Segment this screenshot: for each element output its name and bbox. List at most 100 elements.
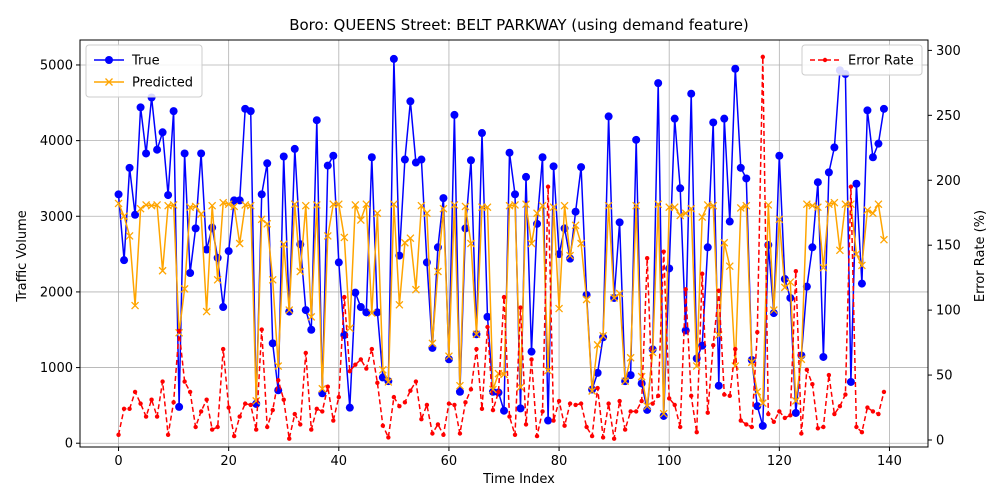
data-point-true (136, 103, 145, 112)
data-point-true (191, 224, 200, 233)
y-tick-label-right: 100 (936, 304, 961, 319)
data-point-true (351, 288, 360, 297)
x-tick-label: 140 (877, 454, 902, 469)
data-point-error-rate (298, 422, 303, 427)
data-point-true (500, 406, 508, 415)
data-point-error-rate (744, 422, 749, 427)
data-point-error-rate (187, 389, 193, 395)
data-point-true (643, 405, 652, 414)
data-point-true (808, 243, 817, 252)
data-point-predicted (169, 200, 178, 209)
data-point-error-rate (446, 401, 452, 406)
data-point-error-rate (700, 271, 705, 276)
data-point-error-rate (788, 413, 793, 418)
data-point-error-rate (402, 400, 408, 405)
data-point-predicted (676, 211, 685, 220)
data-point-error-rate (600, 435, 606, 440)
legend-marker-true (105, 56, 113, 64)
data-point-predicted (351, 200, 360, 209)
data-point-predicted (764, 200, 773, 209)
data-point-error-rate (584, 424, 589, 430)
data-point-error-rate (226, 405, 231, 410)
data-point-error-rate (865, 405, 870, 410)
data-point-predicted (472, 330, 481, 339)
data-point-predicted (213, 275, 222, 284)
data-point-error-rate (870, 409, 876, 414)
axes-layer: 0 20 40 60 80 100 120 140 0 1000 2000 3000 4000 5000 0… (40, 44, 961, 469)
data-point-true (114, 190, 123, 199)
data-point-error-rate (573, 402, 578, 408)
data-point-error-rate (804, 367, 810, 373)
data-point-error-rate (265, 424, 270, 430)
data-point-predicted (406, 234, 415, 243)
plot-frame (79, 39, 929, 448)
data-point-error-rate (325, 384, 330, 389)
data-point-error-rate (766, 411, 771, 417)
data-point-error-rate (149, 397, 154, 402)
data-point-error-rate (116, 432, 121, 437)
data-point-error-rate (611, 436, 617, 441)
data-point-predicted (681, 209, 690, 218)
data-point-predicted (560, 201, 569, 210)
data-point-true (175, 402, 184, 411)
data-point-predicted (500, 370, 508, 379)
data-point-error-rate (479, 406, 485, 412)
data-point-predicted (356, 216, 365, 225)
data-point-true (202, 245, 211, 254)
data-point-true (736, 163, 745, 172)
data-point-error-rate (176, 328, 182, 334)
data-point-true (356, 303, 365, 312)
data-point-predicted (367, 309, 376, 318)
data-point-predicted (274, 362, 283, 371)
data-point-error-rate (771, 419, 777, 425)
data-point-true (879, 104, 888, 113)
data-point-predicted (389, 200, 398, 209)
data-point-error-rate (843, 392, 848, 397)
data-point-predicted (775, 215, 784, 224)
data-point-predicted (340, 233, 349, 242)
data-point-predicted (323, 231, 332, 240)
data-point-predicted (450, 200, 459, 209)
data-point-predicted (643, 402, 652, 411)
data-point-predicted (285, 306, 294, 315)
data-point-predicted (411, 285, 420, 294)
data-point-error-rate (198, 409, 204, 414)
data-point-error-rate (854, 424, 859, 430)
data-point-error-rate (468, 387, 474, 392)
data-point-error-rate (848, 184, 854, 189)
data-point-true (274, 386, 283, 395)
data-point-predicted (626, 353, 635, 362)
data-point-error-rate (639, 398, 644, 404)
data-point-predicted (747, 358, 756, 367)
data-point-error-rate (705, 410, 710, 415)
data-point-error-rate (171, 400, 176, 405)
data-point-predicted (566, 251, 575, 260)
data-point-error-rate (380, 423, 386, 428)
data-point-error-rate (452, 402, 457, 408)
data-point-predicted (555, 304, 564, 313)
data-point-predicted (786, 278, 795, 287)
data-point-true (263, 159, 272, 168)
data-point-predicted (312, 200, 321, 209)
data-point-error-rate (793, 268, 799, 274)
data-point-error-rate (121, 406, 127, 412)
data-point-true (334, 258, 343, 267)
data-point-predicted (219, 198, 228, 207)
data-point-predicted (808, 201, 817, 210)
data-point-error-rate (193, 424, 198, 430)
data-point-error-rate (314, 406, 319, 412)
y-tick-label-right: 250 (936, 109, 961, 124)
data-point-predicted (879, 235, 888, 244)
series-layer (114, 54, 888, 441)
data-point-error-rate (650, 401, 655, 406)
data-point-predicted (857, 261, 866, 270)
data-point-error-rate (556, 398, 562, 404)
data-point-predicted (632, 201, 641, 210)
data-point-error-rate (799, 431, 804, 436)
data-point-error-rate (683, 287, 688, 292)
data-point-error-rate (567, 401, 573, 406)
data-point-true (857, 279, 866, 288)
data-point-error-rate (309, 427, 314, 432)
data-point-predicted (125, 231, 134, 240)
data-point-error-rate (143, 414, 149, 419)
